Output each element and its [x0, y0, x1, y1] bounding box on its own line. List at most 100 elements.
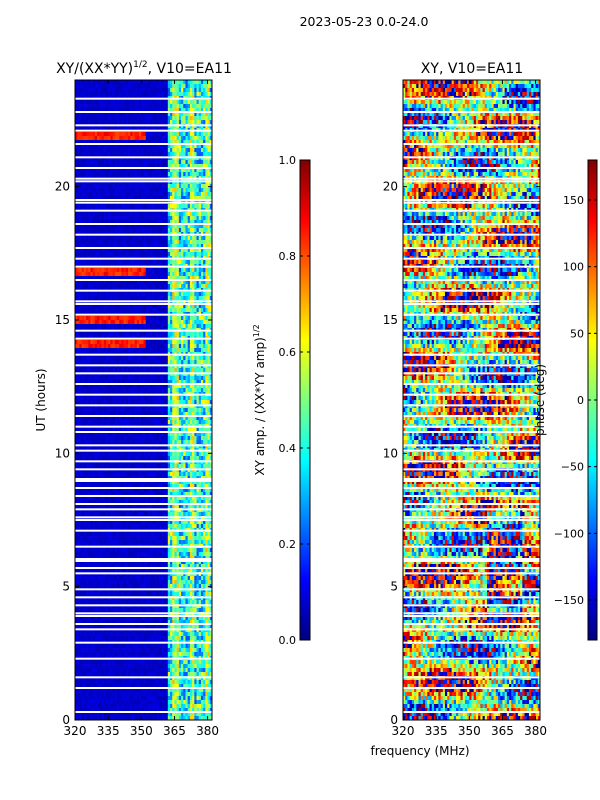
heatmap-cell	[196, 212, 200, 217]
heatmap-cell	[128, 224, 131, 229]
heatmap-cell	[105, 296, 109, 301]
heatmap-cell	[181, 384, 184, 389]
heatmap-cell	[150, 100, 153, 105]
heatmap-cell	[121, 228, 125, 233]
heatmap-cell	[77, 356, 81, 361]
heatmap-cell	[108, 324, 111, 329]
heatmap-cell	[156, 80, 160, 85]
heatmap-cell	[143, 284, 147, 289]
heatmap-cell	[136, 304, 140, 309]
heatmap-cell	[103, 260, 107, 265]
heatmap-cell	[121, 388, 125, 393]
heatmap-cell	[174, 332, 178, 337]
heatmap-cell	[81, 320, 85, 325]
heatmap-cell	[170, 248, 173, 253]
heatmap-cell	[205, 292, 209, 297]
heatmap-cell	[75, 112, 78, 117]
heatmap-cell	[200, 348, 204, 353]
heatmap-cell	[192, 324, 195, 329]
heatmap-cell	[183, 320, 187, 325]
heatmap-cell	[158, 88, 162, 93]
heatmap-cell	[147, 260, 151, 265]
heatmap-cell	[114, 104, 118, 109]
heatmap-cell	[156, 368, 160, 373]
heatmap-cell	[105, 268, 109, 273]
heatmap-cell	[174, 260, 178, 265]
heatmap-cell	[101, 292, 105, 297]
heatmap-cell	[77, 88, 81, 93]
heatmap-cell	[92, 148, 96, 153]
heatmap-cell	[187, 168, 191, 173]
heatmap-cell	[132, 220, 136, 225]
heatmap-cell	[128, 204, 131, 209]
heatmap-cell	[174, 164, 178, 169]
heatmap-cell	[207, 380, 211, 385]
heatmap-cell	[75, 332, 78, 337]
heatmap-cell	[92, 212, 96, 217]
heatmap-cell	[203, 308, 206, 313]
heatmap-cell	[189, 168, 193, 173]
heatmap-cell	[187, 356, 191, 361]
heatmap-cell	[116, 188, 120, 193]
heatmap-cell	[112, 168, 116, 173]
heatmap-cell	[123, 320, 127, 325]
heatmap-cell	[181, 292, 184, 297]
heatmap-cell	[94, 224, 98, 229]
heatmap-cell	[132, 112, 136, 117]
heatmap-cell	[150, 388, 153, 393]
heatmap-cell	[167, 196, 171, 201]
heatmap-cell	[176, 260, 180, 265]
heatmap-cell	[165, 356, 169, 361]
heatmap-cell	[81, 260, 85, 265]
heatmap-cell	[200, 204, 204, 209]
heatmap-cell	[119, 160, 122, 165]
heatmap-cell	[207, 80, 211, 85]
heatmap-cell	[99, 84, 103, 89]
heatmap-cell	[194, 192, 198, 197]
heatmap-cell	[147, 348, 151, 353]
heatmap-cell	[200, 132, 204, 137]
heatmap-cell	[172, 108, 176, 113]
heatmap-cell	[198, 164, 202, 169]
heatmap-cell	[103, 332, 107, 337]
heatmap-cell	[130, 100, 134, 105]
heatmap-cell	[185, 100, 189, 105]
heatmap-cell	[79, 296, 83, 301]
heatmap-cell	[147, 220, 151, 225]
heatmap-cell	[167, 92, 171, 97]
heatmap-cell	[128, 120, 131, 125]
heatmap-cell	[176, 240, 180, 245]
heatmap-cell	[205, 196, 209, 201]
heatmap-cell	[207, 116, 211, 121]
heatmap-cell	[86, 324, 89, 329]
heatmap-cell	[141, 112, 145, 117]
heatmap-cell	[139, 116, 142, 121]
heatmap-cell	[141, 104, 145, 109]
heatmap-cell	[139, 360, 142, 365]
heatmap-cell	[139, 380, 142, 385]
heatmap-cell	[174, 184, 178, 189]
heatmap-cell	[198, 140, 202, 145]
heatmap-cell	[75, 160, 78, 165]
heatmap-cell	[203, 148, 206, 153]
heatmap-cell	[128, 168, 131, 173]
heatmap-cell	[105, 220, 109, 225]
heatmap-cell	[121, 104, 125, 109]
heatmap-cell	[185, 228, 189, 233]
heatmap-cell	[86, 136, 89, 141]
heatmap-cell	[183, 120, 187, 125]
heatmap-cell	[172, 252, 176, 257]
heatmap-cell	[79, 240, 83, 245]
heatmap-cell	[103, 112, 107, 117]
heatmap-cell	[88, 376, 92, 381]
heatmap-cell	[200, 376, 204, 381]
heatmap-cell	[156, 340, 160, 345]
heatmap-cell	[130, 276, 134, 281]
heatmap-cell	[86, 384, 89, 389]
heatmap-cell	[79, 248, 83, 253]
heatmap-cell	[92, 120, 96, 125]
heatmap-cell	[163, 168, 167, 173]
heatmap-cell	[161, 296, 164, 301]
heatmap-cell	[105, 120, 109, 125]
heatmap-cell	[198, 212, 202, 217]
